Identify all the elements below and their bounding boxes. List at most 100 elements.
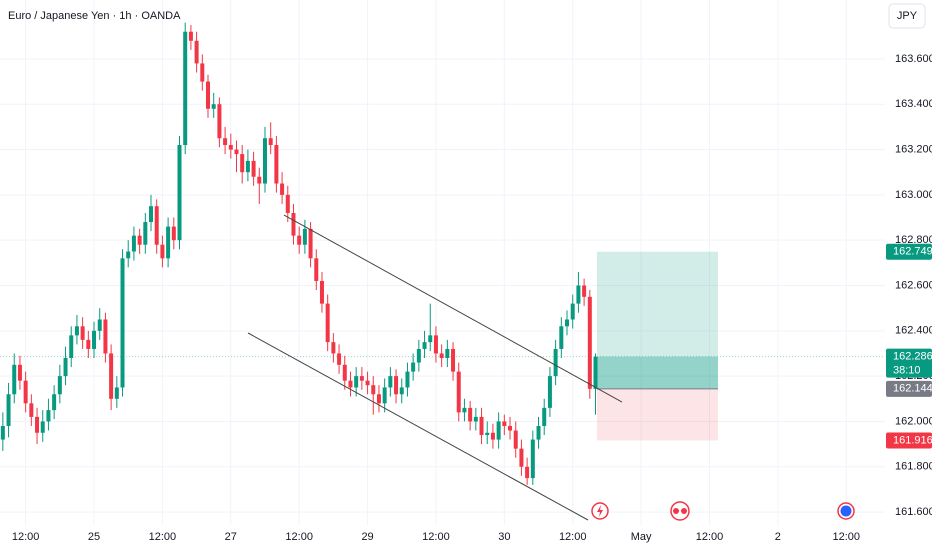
- x-tick-label: 25: [88, 531, 100, 543]
- y-tick-label: 162.400: [895, 325, 932, 337]
- y-tick-label: 162.800: [895, 234, 932, 246]
- candle-body: [206, 81, 211, 109]
- candle-body: [143, 222, 148, 245]
- candle-body: [114, 387, 119, 399]
- currency-button[interactable]: [888, 3, 926, 29]
- y-tick-label: 163.600: [895, 53, 932, 65]
- candle-body: [354, 376, 359, 388]
- candle-body: [405, 371, 410, 388]
- x-tick-label: 12:00: [422, 531, 450, 543]
- candle-body: [74, 326, 79, 336]
- candle-body: [280, 183, 285, 195]
- plot-area: [0, 0, 885, 525]
- candle-body: [166, 226, 171, 259]
- candle-body: [348, 380, 353, 388]
- channel-lower: [247, 332, 589, 521]
- candle-body: [188, 31, 193, 41]
- candle-body: [394, 376, 399, 395]
- candle-body: [582, 285, 587, 297]
- x-tick-label: 30: [498, 531, 510, 543]
- channel-upper: [283, 214, 623, 403]
- candle-body: [274, 145, 279, 184]
- candle-body: [502, 421, 507, 426]
- candle-body: [308, 228, 313, 259]
- candle-body: [325, 303, 330, 343]
- candle-body: [46, 410, 51, 422]
- candle-body: [376, 394, 381, 404]
- dot: [681, 508, 687, 514]
- x-tick-label: May: [631, 531, 652, 543]
- candle-body: [388, 376, 393, 388]
- candle-body: [57, 376, 62, 395]
- candle-body: [473, 416, 478, 422]
- candle-body: [365, 380, 370, 386]
- event-icons: [591, 501, 855, 521]
- candle-body: [69, 335, 74, 359]
- candle-body: [137, 235, 142, 245]
- candle-body: [285, 194, 290, 213]
- candle-body: [80, 326, 85, 340]
- candle-body: [587, 296, 592, 389]
- candle-body: [97, 319, 102, 331]
- candle-body: [456, 371, 461, 413]
- candle-body: [519, 448, 524, 467]
- candle-body: [371, 385, 376, 395]
- candle-body: [479, 416, 484, 436]
- x-tick-label: 27: [225, 531, 237, 543]
- countdown: 38:10: [893, 365, 921, 377]
- x-tick-label: 12:00: [696, 531, 724, 543]
- bolt: [597, 505, 603, 517]
- event-icon[interactable]: [670, 501, 690, 521]
- candle-body: [240, 154, 245, 173]
- candle-body: [234, 149, 239, 155]
- candle-body: [428, 335, 433, 343]
- candle-body: [257, 176, 262, 184]
- x-tick-label: 12:00: [12, 531, 40, 543]
- candle-body: [342, 364, 347, 381]
- candle-body: [160, 244, 165, 259]
- candle-body: [297, 235, 302, 245]
- candle-body: [542, 407, 547, 426]
- chart-title: Euro / Japanese Yen · 1h · OANDA: [8, 10, 181, 22]
- candle-body: [451, 348, 456, 372]
- candle-body: [92, 330, 97, 349]
- candle-body: [29, 403, 34, 417]
- target-zone: [597, 251, 718, 389]
- candle-body: [382, 387, 387, 404]
- dot: [673, 508, 679, 514]
- candle-body: [468, 407, 473, 422]
- x-tick-label: 29: [361, 531, 373, 543]
- last-price-label-box: [886, 348, 932, 378]
- last-price-label: 162.286: [893, 351, 932, 363]
- candle-body: [40, 421, 45, 433]
- target-label-box: [886, 243, 932, 260]
- candle-body: [86, 339, 91, 349]
- candle-body: [513, 430, 518, 449]
- currency-label: JPY: [897, 10, 918, 22]
- candle-body: [251, 160, 256, 177]
- candle-body: [536, 425, 541, 440]
- candle-body: [177, 145, 182, 241]
- price-axis: 161.600161.800162.000162.200162.400162.6…: [12, 53, 932, 543]
- y-tick-label: 163.400: [895, 98, 932, 110]
- x-tick-label: 12:00: [832, 531, 860, 543]
- candle-body: [211, 104, 216, 109]
- candle-body: [23, 380, 28, 404]
- candle-body: [576, 285, 581, 304]
- candle-body: [52, 394, 57, 411]
- y-tick-label: 162.000: [895, 415, 932, 427]
- candle-body: [63, 358, 68, 377]
- candle-body: [35, 416, 40, 433]
- y-tick-label: 161.600: [895, 506, 932, 518]
- progress-zone: [597, 356, 718, 389]
- candle-body: [103, 319, 108, 354]
- candle-body: [553, 348, 558, 377]
- candle-body: [154, 206, 159, 245]
- candle-body: [314, 258, 319, 281]
- candle-body: [131, 235, 136, 252]
- candle-body: [411, 362, 416, 372]
- candle-body: [337, 353, 342, 365]
- candle-body: [525, 466, 530, 479]
